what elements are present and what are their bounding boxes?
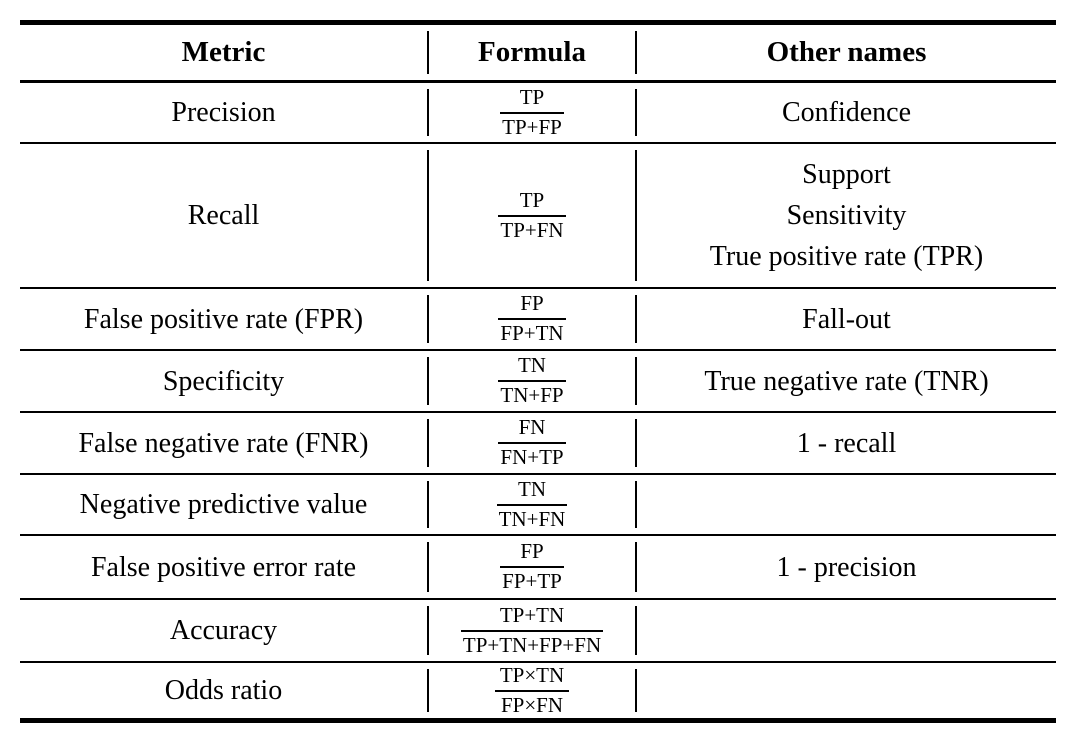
other-name: Confidence (781, 97, 912, 128)
other-names-cell: Confidence (637, 83, 1056, 142)
table-row: Precision TP TP+FP Confidence (20, 83, 1056, 144)
fraction: FN FN+TP (498, 416, 566, 469)
table-row: Recall TP TP+FN Support Sensitivity True… (20, 144, 1056, 289)
fraction: TP×TN FP×FN (494, 663, 570, 717)
fraction: FP FP+TP (500, 540, 564, 593)
header-formula: Formula (427, 31, 637, 74)
formula-cell: FP FP+TN (427, 292, 637, 345)
metric-cell: Accuracy (169, 615, 278, 646)
other-names-cell: Fall-out (637, 289, 1056, 349)
fraction-denominator: TP+FP (502, 114, 562, 139)
fraction-denominator: TP+FN (500, 217, 564, 242)
fraction-denominator: FP+TP (502, 569, 562, 593)
fraction-numerator: TP (498, 188, 566, 217)
other-names-cell (637, 663, 1056, 718)
metric-cell: Specificity (162, 365, 285, 397)
fraction-numerator: FN (498, 416, 566, 444)
other-names-cell: 1 - precision (637, 536, 1056, 598)
other-names-cell (637, 475, 1056, 534)
formula-cell: TP×TN FP×FN (427, 663, 637, 716)
table-row: Specificity TN TN+FP True negative rate … (20, 351, 1056, 413)
formula-cell: TP+TN TP+TN+FP+FN (427, 603, 637, 657)
fraction: TP TP+FP (500, 85, 564, 139)
metric-cell: Recall (187, 200, 260, 231)
fraction-denominator: FP×FN (500, 692, 564, 717)
metric-cell: False negative rate (FNR) (78, 427, 369, 459)
metric-cell: Negative predictive value (79, 489, 368, 520)
fraction: TP+TN TP+TN+FP+FN (460, 603, 604, 657)
fraction-denominator: TN+FN (498, 506, 566, 531)
header-metric: Metric (181, 36, 266, 69)
fraction-numerator: TP (500, 85, 564, 114)
other-name: Support (802, 159, 891, 190)
fraction-numerator: TN (498, 354, 566, 382)
fraction: FP FP+TN (498, 292, 566, 345)
fraction-numerator: FP (498, 292, 566, 320)
fraction: TN TN+FN (496, 477, 568, 531)
fraction-denominator: FP+TN (500, 321, 564, 345)
fraction-denominator: TN+FP (500, 383, 564, 407)
other-name: True positive rate (TPR) (709, 241, 984, 272)
metric-cell: False positive error rate (90, 551, 357, 583)
fraction-numerator: TP+TN (460, 603, 604, 632)
table-row: False negative rate (FNR) FN FN+TP 1 - r… (20, 413, 1056, 475)
other-name: 1 - recall (796, 427, 897, 459)
table-header-row: Metric Formula Other names (20, 25, 1056, 83)
header-other-names: Other names (766, 36, 927, 69)
other-name: 1 - precision (776, 551, 917, 583)
formula-cell: TN TN+FP (427, 354, 637, 407)
formula-cell: FP FP+TP (427, 540, 637, 593)
formula-cell: FN FN+TP (427, 416, 637, 469)
metric-cell: Precision (171, 97, 276, 128)
other-names-cell: 1 - recall (637, 413, 1056, 473)
metrics-table: Metric Formula Other names Precision TP … (20, 20, 1056, 723)
formula-cell: TN TN+FN (427, 477, 637, 531)
fraction-numerator: TP×TN (494, 663, 570, 692)
table-row: Accuracy TP+TN TP+TN+FP+FN (20, 600, 1056, 663)
other-name: Sensitivity (786, 200, 907, 231)
table-row: Negative predictive value TN TN+FN (20, 475, 1056, 536)
table-row: Odds ratio TP×TN FP×FN (20, 663, 1056, 718)
other-names-cell: Support Sensitivity True positive rate (… (637, 144, 1056, 287)
fraction: TP TP+FN (498, 188, 566, 242)
other-names-cell: True negative rate (TNR) (637, 351, 1056, 411)
metric-cell: False positive rate (FPR) (83, 303, 364, 335)
fraction-denominator: TP+TN+FP+FN (462, 632, 602, 657)
formula-cell: TP TP+FP (427, 85, 637, 139)
other-name: True negative rate (TNR) (704, 365, 989, 397)
other-name: Fall-out (802, 303, 891, 335)
table-row: False positive rate (FPR) FP FP+TN Fall-… (20, 289, 1056, 351)
table-row: False positive error rate FP FP+TP 1 - p… (20, 536, 1056, 600)
fraction-numerator: TN (496, 477, 568, 506)
formula-cell: TP TP+FN (427, 150, 637, 281)
fraction-numerator: FP (500, 540, 564, 568)
metric-cell: Odds ratio (164, 675, 283, 706)
other-names-cell (637, 600, 1056, 661)
fraction-denominator: FN+TP (500, 445, 564, 469)
fraction: TN TN+FP (498, 354, 566, 407)
